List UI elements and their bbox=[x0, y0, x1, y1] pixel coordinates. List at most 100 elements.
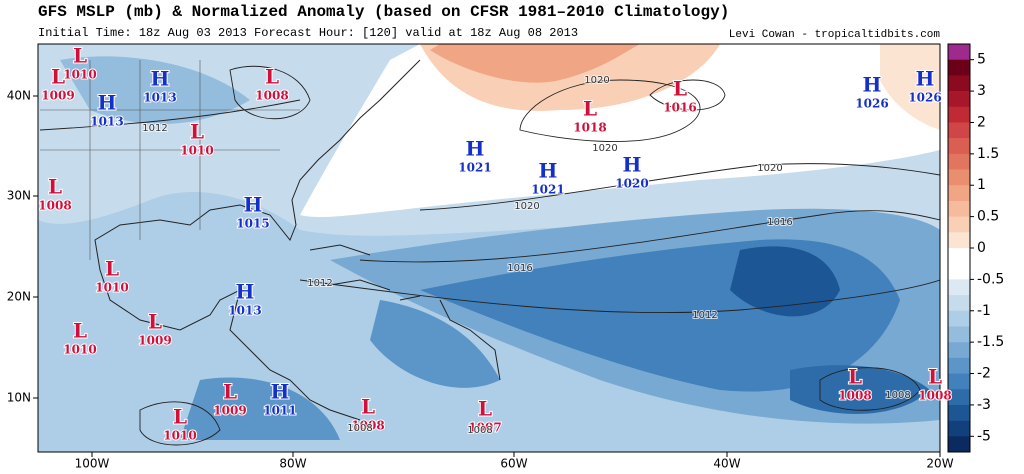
lon-label: 60W bbox=[500, 457, 527, 471]
colorbar-label: 1 bbox=[977, 177, 986, 193]
center-pressure: 1007 bbox=[468, 421, 501, 435]
center-pressure: 1026 bbox=[855, 97, 888, 111]
colorbar-label: 0.5 bbox=[977, 209, 999, 225]
center-letter: L bbox=[478, 397, 492, 421]
isobar-label: 1008 bbox=[347, 423, 372, 434]
center-letter: L bbox=[673, 77, 687, 101]
colorbar-cell bbox=[948, 200, 970, 217]
lon-label: 40W bbox=[713, 457, 740, 471]
isobar-label: 1012 bbox=[142, 123, 167, 134]
center-pressure: 1008 bbox=[38, 199, 71, 213]
colorbar-label: 3 bbox=[977, 83, 986, 99]
center-pressure: 1008 bbox=[838, 389, 871, 403]
colorbar-label: -1 bbox=[977, 303, 991, 319]
center-pressure: 1008 bbox=[918, 389, 951, 403]
center-pressure: 1015 bbox=[236, 217, 269, 231]
center-letter: H bbox=[863, 73, 882, 97]
colorbar-label: 1.5 bbox=[977, 146, 999, 162]
colorbar-cell bbox=[948, 153, 970, 170]
colorbar-cell bbox=[948, 373, 970, 390]
colorbar-cell bbox=[948, 185, 970, 202]
center-letter: L bbox=[51, 65, 65, 89]
center-pressure: 1018 bbox=[573, 121, 606, 135]
center-letter: L bbox=[848, 365, 862, 389]
isobar-label: 1020 bbox=[757, 163, 782, 174]
center-letter: L bbox=[105, 257, 119, 281]
colorbar-cell bbox=[948, 59, 970, 76]
center-letter: H bbox=[151, 67, 170, 91]
colorbar-cell bbox=[948, 263, 970, 280]
colorbar-label: -1.5 bbox=[977, 334, 1004, 350]
colorbar-cell bbox=[948, 279, 970, 296]
center-letter: H bbox=[623, 153, 642, 177]
colorbar-cell bbox=[948, 91, 970, 108]
lat-label: 20N bbox=[7, 290, 31, 304]
isobar-label: 1012 bbox=[692, 310, 717, 321]
center-letter: L bbox=[265, 65, 279, 89]
colorbar-cell bbox=[948, 436, 970, 453]
center-pressure: 1016 bbox=[663, 101, 696, 115]
colorbar-label: -3 bbox=[977, 397, 991, 413]
center-pressure: 1010 bbox=[180, 144, 213, 158]
center-pressure: 1026 bbox=[908, 91, 941, 105]
colorbar-cell bbox=[948, 389, 970, 406]
lat-label: 10N bbox=[7, 391, 31, 405]
colorbar-label: -2 bbox=[977, 366, 991, 382]
center-letter: H bbox=[271, 380, 290, 404]
isobar-label: 1008 bbox=[467, 425, 492, 436]
center-pressure: 1010 bbox=[63, 68, 96, 82]
colorbar-label: 2 bbox=[977, 114, 986, 130]
map-frame bbox=[37, 43, 941, 453]
center-letter: L bbox=[361, 395, 375, 419]
colorbar-cell bbox=[948, 216, 970, 233]
colorbar-cell bbox=[948, 295, 970, 312]
center-letter: H bbox=[98, 91, 117, 115]
isobar-label: 1012 bbox=[307, 278, 332, 289]
center-pressure: 1008 bbox=[351, 419, 384, 433]
map-field bbox=[38, 44, 940, 452]
colorbar-cell bbox=[948, 420, 970, 437]
colorbar-cell bbox=[948, 122, 970, 139]
center-pressure: 1010 bbox=[63, 343, 96, 357]
colorbar-label: 0 bbox=[977, 240, 986, 256]
colorbar-cell bbox=[948, 342, 970, 359]
center-pressure: 1010 bbox=[163, 429, 196, 443]
center-pressure: 1010 bbox=[95, 281, 128, 295]
colorbar-cell bbox=[948, 248, 970, 264]
center-letter: L bbox=[48, 175, 62, 199]
center-pressure: 1021 bbox=[531, 183, 564, 197]
center-letter: L bbox=[173, 405, 187, 429]
colorbar-cell bbox=[948, 169, 970, 186]
lon-label: 100W bbox=[75, 457, 110, 471]
title: GFS MSLP (mb) & Normalized Anomaly (base… bbox=[38, 3, 729, 21]
center-letter: L bbox=[190, 120, 204, 144]
center-pressure: 1013 bbox=[228, 304, 261, 318]
isobar-label: 1016 bbox=[507, 263, 532, 274]
colorbar-label: 5 bbox=[977, 52, 986, 68]
center-pressure: 1013 bbox=[143, 91, 176, 105]
center-pressure: 1021 bbox=[458, 161, 491, 175]
lat-label: 40N bbox=[7, 89, 31, 103]
center-letter: H bbox=[466, 137, 485, 161]
colorbar-label: -5 bbox=[977, 428, 991, 444]
colorbar-label: -0.5 bbox=[977, 271, 1004, 287]
center-letter: H bbox=[236, 280, 255, 304]
lon-label: 20W bbox=[926, 457, 953, 471]
isobar-label: 1016 bbox=[767, 217, 792, 228]
center-pressure: 1013 bbox=[90, 115, 123, 129]
colorbar-cell bbox=[948, 44, 970, 60]
center-letter: L bbox=[73, 44, 87, 68]
colorbar-cell bbox=[948, 106, 970, 123]
colorbar-cell bbox=[948, 404, 970, 421]
center-letter: H bbox=[916, 67, 935, 91]
colorbar-cell bbox=[948, 357, 970, 374]
colorbar-cell bbox=[948, 75, 970, 92]
center-pressure: 1009 bbox=[213, 404, 246, 418]
isobar-label: 1020 bbox=[592, 143, 617, 154]
colorbar: 5 3 2 1.5 1 0.5 0 -0.5 -1 -1.5 -2 -3 -5 bbox=[947, 43, 1004, 453]
center-pressure: 1009 bbox=[41, 89, 74, 103]
center-letter: L bbox=[148, 310, 162, 334]
colorbar-cell bbox=[948, 326, 970, 343]
colorbar-cell bbox=[948, 310, 970, 327]
